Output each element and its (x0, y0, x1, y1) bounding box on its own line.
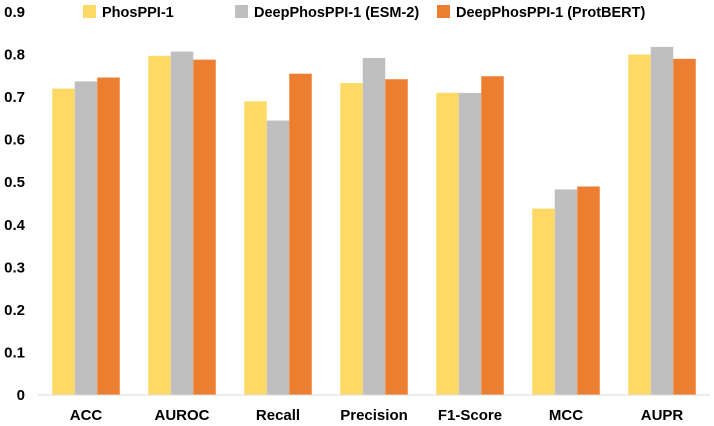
x-tick-label: MCC (549, 407, 583, 424)
bar-recall-series-3 (289, 73, 312, 395)
bar-mcc-series-1 (532, 208, 555, 395)
bar-acc-series-2 (74, 81, 98, 396)
bar-precision-series-1 (340, 83, 363, 395)
y-tick-label: 0.7 (4, 89, 25, 106)
legend-swatch (437, 5, 450, 18)
bar-f1-score-series-3 (481, 76, 504, 396)
legend-item: DeepPhosPPI-1 (ESM-2) (235, 5, 419, 21)
legend-swatch (83, 5, 96, 18)
y-axis: 0 0.1 0.2 0.3 0.4 0.5 0.6 0.7 0.8 0.9 (4, 4, 26, 404)
legend-label: PhosPPI-1 (102, 5, 174, 21)
x-tick-label: AUPR (641, 407, 684, 424)
y-tick-label: 0.6 (4, 132, 25, 149)
bar-recall-series-2 (266, 120, 290, 396)
bar-f1-score-series-2 (458, 92, 482, 395)
y-tick-label: 0.2 (4, 302, 25, 319)
legend-label: DeepPhosPPI-1 (ESM-2) (254, 5, 419, 21)
bar-auroc-series-2 (170, 51, 194, 396)
x-tick-label: AUROC (155, 407, 210, 424)
bar-recall-series-1 (244, 101, 267, 395)
y-tick-label: 0 (17, 387, 25, 404)
legend-label: DeepPhosPPI-1 (ProtBERT) (456, 5, 645, 21)
bar-auroc-series-3 (193, 59, 216, 395)
bars (52, 46, 696, 396)
legend-swatch (235, 5, 248, 18)
y-tick-label: 0.8 (4, 47, 25, 64)
legend-item: PhosPPI-1 (83, 5, 174, 21)
x-tick-label: F1-Score (438, 407, 502, 424)
bar-mcc-series-3 (577, 186, 600, 395)
bar-aupr-series-2 (650, 46, 674, 395)
bar-aupr-series-1 (628, 54, 651, 396)
x-tick-label: Recall (256, 407, 300, 424)
legend: PhosPPI-1 DeepPhosPPI-1 (ESM-2) DeepPhosPP… (83, 5, 645, 21)
bar-acc-series-3 (97, 77, 120, 395)
x-axis: ACC AUROC Recall Precision F1-Score MCC AUPR (70, 407, 684, 424)
bar-mcc-series-2 (554, 189, 578, 395)
bar-precision-series-2 (362, 57, 386, 396)
bar-aupr-series-3 (673, 58, 696, 396)
bar-f1-score-series-1 (436, 92, 459, 395)
y-tick-label: 0.1 (4, 344, 25, 361)
legend-item: DeepPhosPPI-1 (ProtBERT) (437, 5, 645, 21)
y-tick-label: 0.5 (4, 174, 25, 191)
x-tick-label: Precision (340, 407, 408, 424)
y-tick-label: 0.9 (4, 4, 25, 21)
bar-auroc-series-1 (148, 55, 171, 396)
y-tick-label: 0.4 (4, 217, 26, 234)
bar-acc-series-1 (52, 88, 75, 395)
bar-precision-series-3 (385, 79, 408, 395)
x-tick-label: ACC (70, 407, 103, 424)
y-tick-label: 0.3 (4, 259, 25, 276)
